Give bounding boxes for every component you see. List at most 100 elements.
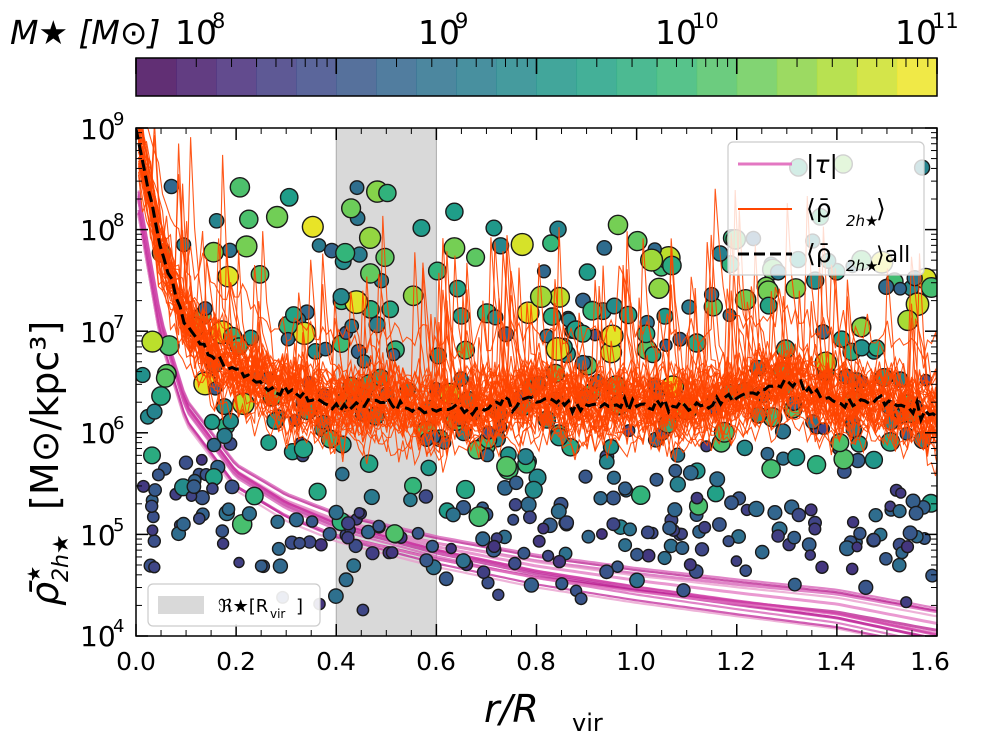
svg-text:11: 11 (932, 9, 959, 33)
scatter-point (186, 479, 202, 494)
scatter-point (517, 448, 535, 466)
scatter-point (520, 496, 537, 513)
scatter-point (419, 553, 434, 568)
scatter-point (385, 524, 405, 544)
scatter-point (148, 483, 163, 497)
scatter-point (606, 470, 622, 485)
scatter-point (578, 263, 597, 281)
x-tick-labels: 0.0 0.2 0.4 0.6 0.8 1.0 1.2 1.4 1.6 (116, 647, 950, 676)
legend-entry-mean-all: ⟨ρ̄ 2h★ ⟩all (738, 239, 910, 275)
x-tick-label: 0.4 (316, 647, 356, 676)
scatter-point (858, 579, 874, 596)
y-tick-label: 104 (80, 616, 124, 653)
scatter-point (523, 510, 537, 525)
region-legend: ℜ★[R vir ] (147, 583, 321, 627)
scatter-point (151, 386, 171, 406)
scatter-point (549, 220, 567, 239)
scatter-point (808, 522, 822, 536)
scatter-point (466, 247, 486, 267)
scatter-point (233, 556, 245, 569)
scatter-point (254, 559, 268, 573)
scatter-point (668, 463, 683, 478)
tau-line (137, 214, 879, 636)
scatter-point (372, 519, 386, 533)
scatter-point (305, 515, 319, 528)
scatter-point (578, 469, 593, 484)
scatter-point (142, 446, 161, 465)
scatter-point (378, 183, 397, 203)
scatter-point (815, 560, 829, 574)
scatter-point (229, 176, 251, 198)
mean-density-line (137, 128, 937, 437)
svg-text:7: 7 (113, 312, 124, 333)
scatter-point (787, 530, 802, 545)
scatter-point (418, 489, 434, 504)
scatter-point (146, 403, 163, 420)
mean-density-line (137, 141, 937, 444)
scatter-point (487, 539, 501, 554)
scatter-point (285, 306, 303, 324)
scatter-point (866, 532, 881, 547)
scatter-point (293, 439, 314, 459)
colorbar-bin (536, 58, 578, 96)
mean-density-line (137, 128, 937, 428)
svg-text:vir: vir (270, 607, 285, 621)
scatter-point (767, 504, 783, 521)
scatter-point (508, 556, 522, 571)
x-tick-label: 0.2 (216, 647, 256, 676)
scatter-point (455, 500, 472, 516)
scatter-point (308, 482, 327, 501)
svg-text:10: 10 (895, 13, 937, 52)
scatter-point (523, 577, 540, 593)
scatter-point (607, 214, 629, 236)
y-axis-label: ρ̄ 2h★ ★ [M⊙/kpc³] (23, 321, 74, 606)
y-tick-label: 105 (80, 515, 124, 552)
scatter-point (341, 198, 362, 219)
scatter-point (341, 531, 355, 545)
scatter-point (222, 412, 239, 430)
scatter-point (599, 564, 614, 580)
scatter-point (348, 538, 363, 554)
scatter-point (485, 219, 503, 237)
scatter-point (605, 490, 621, 506)
scatter-point (358, 226, 382, 250)
scatter-point (148, 561, 161, 574)
scatter-point (517, 546, 531, 560)
scatter-point (144, 499, 159, 513)
scatter-point (771, 529, 785, 543)
scatter-point (491, 237, 510, 255)
svg-text:r/R: r/R (484, 687, 539, 731)
scatter-point (271, 541, 286, 556)
scatter-point (385, 546, 399, 559)
y-tick-labels: 104 105 106 107 108 109 (80, 109, 124, 653)
scatter-point (900, 596, 913, 609)
mean-density-line (138, 128, 937, 412)
scatter-point (349, 180, 365, 196)
scatter-point (311, 238, 327, 253)
scatter-point (748, 500, 765, 518)
y-tick-label: 107 (80, 312, 124, 349)
scatter-point (806, 455, 827, 475)
scatter-point (640, 525, 655, 540)
scatter-point (265, 205, 289, 229)
svg-text:ℜ★[R: ℜ★[R (218, 596, 268, 617)
scatter-point (468, 506, 490, 528)
scatter-point (537, 522, 550, 535)
scatter-point (596, 528, 608, 540)
x-axis-label: r/R vir (484, 687, 603, 737)
scatter-point (216, 427, 233, 445)
scatter-point (555, 577, 569, 591)
mean-all-line (136, 128, 937, 425)
colorbar-tick-label-4: 10 11 (895, 9, 959, 52)
scatter-point (706, 484, 725, 503)
scatter-point (244, 486, 264, 506)
scatter-point (288, 512, 305, 528)
svg-text:|τ|: |τ| (806, 150, 838, 179)
scatter-point (363, 488, 380, 506)
scatter-point (683, 558, 697, 572)
scatter-point (359, 454, 379, 474)
svg-text:10: 10 (80, 417, 116, 450)
scatter-point (864, 450, 884, 470)
scatter-point (846, 516, 860, 529)
colorbar-label: M★ [M⊙] (10, 13, 160, 52)
